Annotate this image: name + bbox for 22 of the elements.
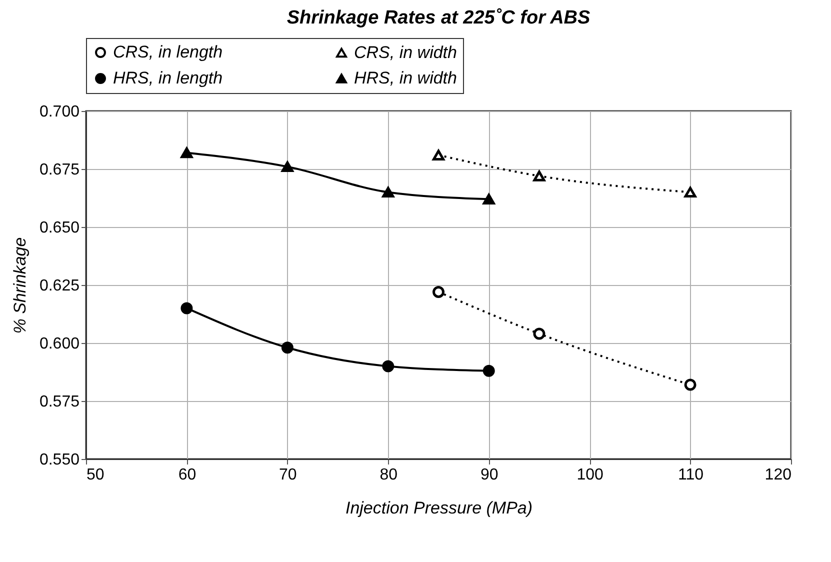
x-tick-label: 70	[279, 466, 297, 484]
x-tick-label: 120	[764, 466, 792, 484]
legend-label: CRS, in length	[113, 42, 223, 62]
y-tick-label: 0.625	[39, 278, 80, 294]
y-axis-title: % Shrinkage	[10, 237, 30, 334]
y-tick-label: 0.650	[39, 220, 80, 236]
legend-label: HRS, in width	[354, 68, 457, 88]
x-tick-label: 100	[576, 466, 604, 484]
legend-label: HRS, in length	[113, 68, 223, 88]
y-tick-label: 0.600	[39, 336, 80, 352]
x-tick-label: 90	[480, 466, 498, 484]
chart-title: Shrinkage Rates at 225˚C for ABS	[286, 8, 591, 28]
x-tick-label: 80	[380, 466, 398, 484]
x-axis-title: Injection Pressure (MPa)	[345, 498, 533, 518]
y-tick-label: 0.575	[39, 394, 80, 410]
x-tick-label: 110	[678, 466, 704, 484]
x-tick-label: 60	[178, 466, 196, 484]
y-tick-label: 0.675	[39, 162, 80, 178]
x-tick-label: 50	[86, 466, 104, 484]
y-tick-label: 0.700	[39, 104, 80, 120]
legend-label: CRS, in width	[354, 42, 457, 62]
y-tick-label: 0.550	[39, 452, 80, 468]
